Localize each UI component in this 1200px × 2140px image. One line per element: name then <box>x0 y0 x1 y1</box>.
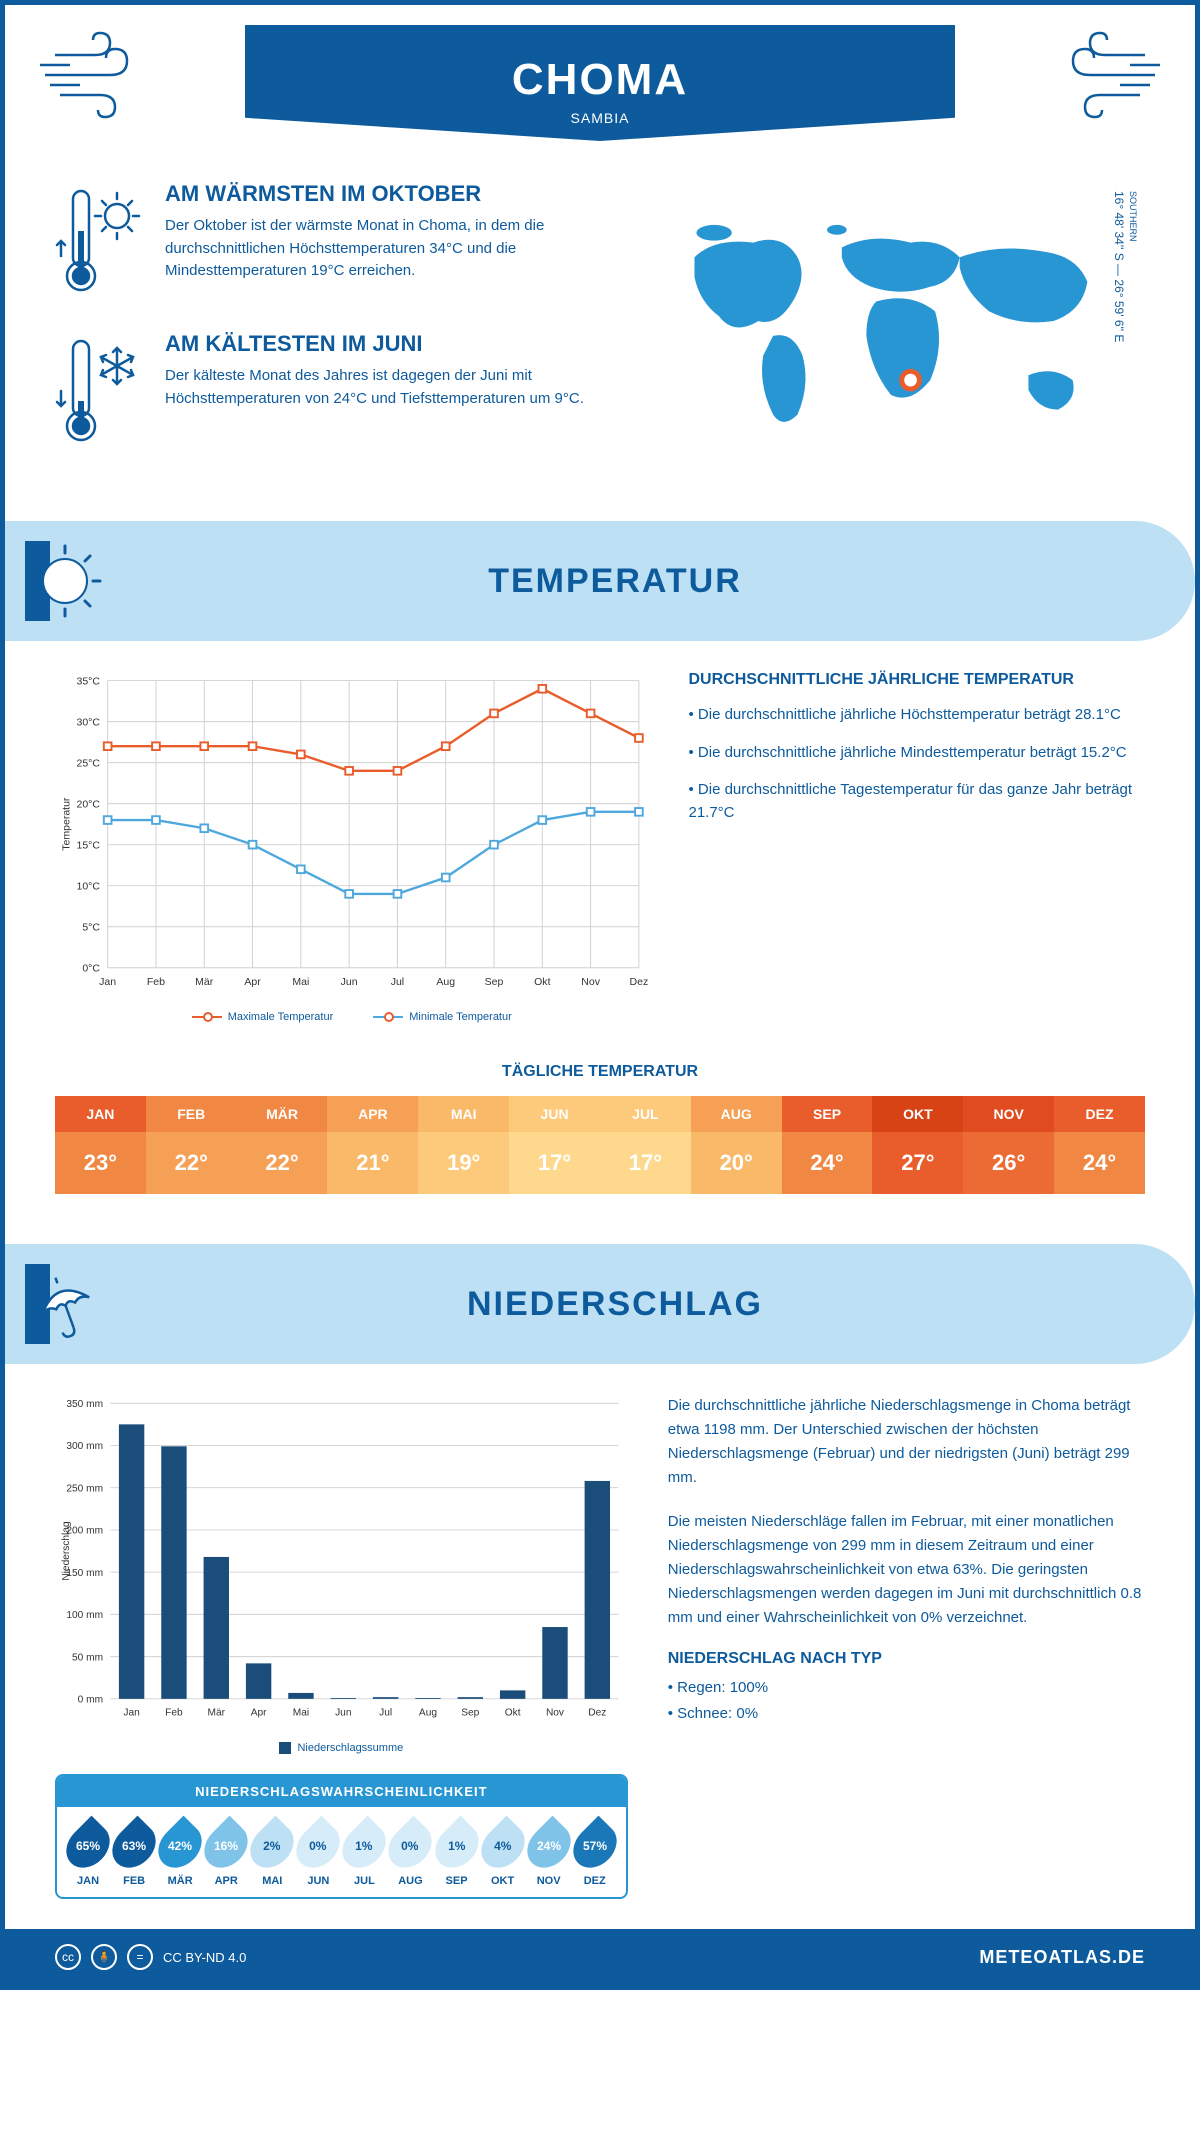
coldest-title: AM KÄLTESTEN IM JUNI <box>165 331 625 357</box>
prob-col: 4% OKT <box>480 1822 526 1887</box>
svg-text:20°C: 20°C <box>76 798 100 810</box>
daily-temp-table: JAN 23° FEB 22° MÄR 22° APR 21° MAI 19° … <box>55 1096 1145 1194</box>
country-name: SAMBIA <box>245 110 955 126</box>
svg-text:Niederschlag: Niederschlag <box>61 1522 72 1581</box>
svg-text:0 mm: 0 mm <box>78 1695 103 1706</box>
precipitation-bar-chart: 0 mm50 mm100 mm150 mm200 mm250 mm300 mm3… <box>55 1394 628 1727</box>
svg-text:5°C: 5°C <box>82 922 100 934</box>
daily-col: APR 21° <box>327 1096 418 1194</box>
daily-col: OKT 27° <box>872 1096 963 1194</box>
svg-text:Mai: Mai <box>293 1708 309 1719</box>
daily-col: SEP 24° <box>782 1096 873 1194</box>
svg-text:Jan: Jan <box>99 976 116 988</box>
prob-col: 24% NOV <box>526 1822 572 1887</box>
daily-col: JAN 23° <box>55 1096 146 1194</box>
cc-icon: cc <box>55 1944 81 1970</box>
svg-text:Sep: Sep <box>461 1708 479 1719</box>
sun-icon <box>25 541 105 621</box>
section-temperature: TEMPERATUR <box>5 521 1195 641</box>
prob-col: 63% FEB <box>111 1822 157 1887</box>
umbrella-icon <box>25 1264 105 1344</box>
prob-col: 0% AUG <box>387 1822 433 1887</box>
svg-text:25°C: 25°C <box>76 757 100 769</box>
footer: cc 🧍 = CC BY-ND 4.0 METEOATLAS.DE <box>5 1929 1195 1985</box>
svg-text:Jun: Jun <box>341 976 358 988</box>
temp-info-title: DURCHSCHNITTLICHE JÄHRLICHE TEMPERATUR <box>688 671 1145 689</box>
svg-text:Mär: Mär <box>195 976 214 988</box>
daily-col: DEZ 24° <box>1054 1096 1145 1194</box>
warmest-title: AM WÄRMSTEN IM OKTOBER <box>165 181 625 207</box>
svg-text:0°C: 0°C <box>82 963 100 975</box>
daily-col: MÄR 22° <box>237 1096 328 1194</box>
daily-col: NOV 26° <box>963 1096 1054 1194</box>
site-name: METEOATLAS.DE <box>979 1947 1145 1968</box>
svg-text:50 mm: 50 mm <box>72 1653 103 1664</box>
svg-text:Okt: Okt <box>534 976 550 988</box>
prob-col: 2% MAI <box>249 1822 295 1887</box>
warmest-text: Der Oktober ist der wärmste Monat in Cho… <box>165 215 625 283</box>
svg-text:Nov: Nov <box>546 1708 565 1719</box>
svg-text:Mai: Mai <box>292 976 309 988</box>
prob-col: 1% JUL <box>341 1822 387 1887</box>
wind-icon-right <box>1045 25 1165 125</box>
svg-text:350 mm: 350 mm <box>66 1399 103 1410</box>
svg-text:Jul: Jul <box>391 976 404 988</box>
prob-col: 16% APR <box>203 1822 249 1887</box>
coldest-text: Der kälteste Monat des Jahres ist dagege… <box>165 365 625 410</box>
temperature-line-chart: 0°C 5°C 10°C 15°C 20°C 25°C 30°C 35°C Jan Feb Mär A… <box>55 671 648 996</box>
svg-text:Mär: Mär <box>208 1708 226 1719</box>
daily-col: JUL 17° <box>600 1096 691 1194</box>
city-name: CHOMA <box>245 55 955 105</box>
svg-text:Dez: Dez <box>630 976 649 988</box>
svg-text:Apr: Apr <box>244 976 261 988</box>
daily-temp-title: TÄGLICHE TEMPERATUR <box>55 1063 1145 1081</box>
section-precipitation: NIEDERSCHLAG <box>5 1244 1195 1364</box>
svg-text:Jan: Jan <box>123 1708 139 1719</box>
world-map <box>665 181 1107 481</box>
svg-text:35°C: 35°C <box>76 675 100 687</box>
svg-text:100 mm: 100 mm <box>66 1611 103 1622</box>
svg-text:Apr: Apr <box>251 1708 267 1719</box>
svg-text:15°C: 15°C <box>76 839 100 851</box>
prob-col: 1% SEP <box>434 1822 480 1887</box>
prob-col: 0% JUN <box>295 1822 341 1887</box>
coordinates: SOUTHERN 16° 48' 34'' S — 26° 59' 6'' E <box>1107 181 1145 481</box>
svg-text:Aug: Aug <box>419 1708 437 1719</box>
svg-text:Okt: Okt <box>505 1708 521 1719</box>
svg-text:Temperatur: Temperatur <box>60 797 72 851</box>
daily-col: MAI 19° <box>418 1096 509 1194</box>
thermometer-hot-icon <box>55 181 145 301</box>
svg-text:30°C: 30°C <box>76 716 100 728</box>
header-banner: CHOMA SAMBIA <box>245 25 955 141</box>
daily-col: AUG 20° <box>691 1096 782 1194</box>
svg-text:Jul: Jul <box>379 1708 392 1719</box>
by-icon: 🧍 <box>91 1944 117 1970</box>
wind-icon-left <box>35 25 155 125</box>
svg-text:Sep: Sep <box>485 976 504 988</box>
daily-col: FEB 22° <box>146 1096 237 1194</box>
prob-col: 57% DEZ <box>572 1822 618 1887</box>
prob-col: 42% MÄR <box>157 1822 203 1887</box>
prob-col: 65% JAN <box>65 1822 111 1887</box>
svg-text:Aug: Aug <box>436 976 455 988</box>
svg-text:Feb: Feb <box>147 976 165 988</box>
svg-text:10°C: 10°C <box>76 881 100 893</box>
daily-col: JUN 17° <box>509 1096 600 1194</box>
svg-text:Nov: Nov <box>581 976 600 988</box>
svg-text:300 mm: 300 mm <box>66 1442 103 1453</box>
svg-text:Jun: Jun <box>335 1708 351 1719</box>
thermometer-cold-icon <box>55 331 145 451</box>
nd-icon: = <box>127 1944 153 1970</box>
precipitation-probability: NIEDERSCHLAGSWAHRSCHEINLICHKEIT 65% JAN … <box>55 1774 628 1899</box>
svg-text:Dez: Dez <box>588 1708 606 1719</box>
svg-text:250 mm: 250 mm <box>66 1484 103 1495</box>
svg-text:Feb: Feb <box>165 1708 183 1719</box>
